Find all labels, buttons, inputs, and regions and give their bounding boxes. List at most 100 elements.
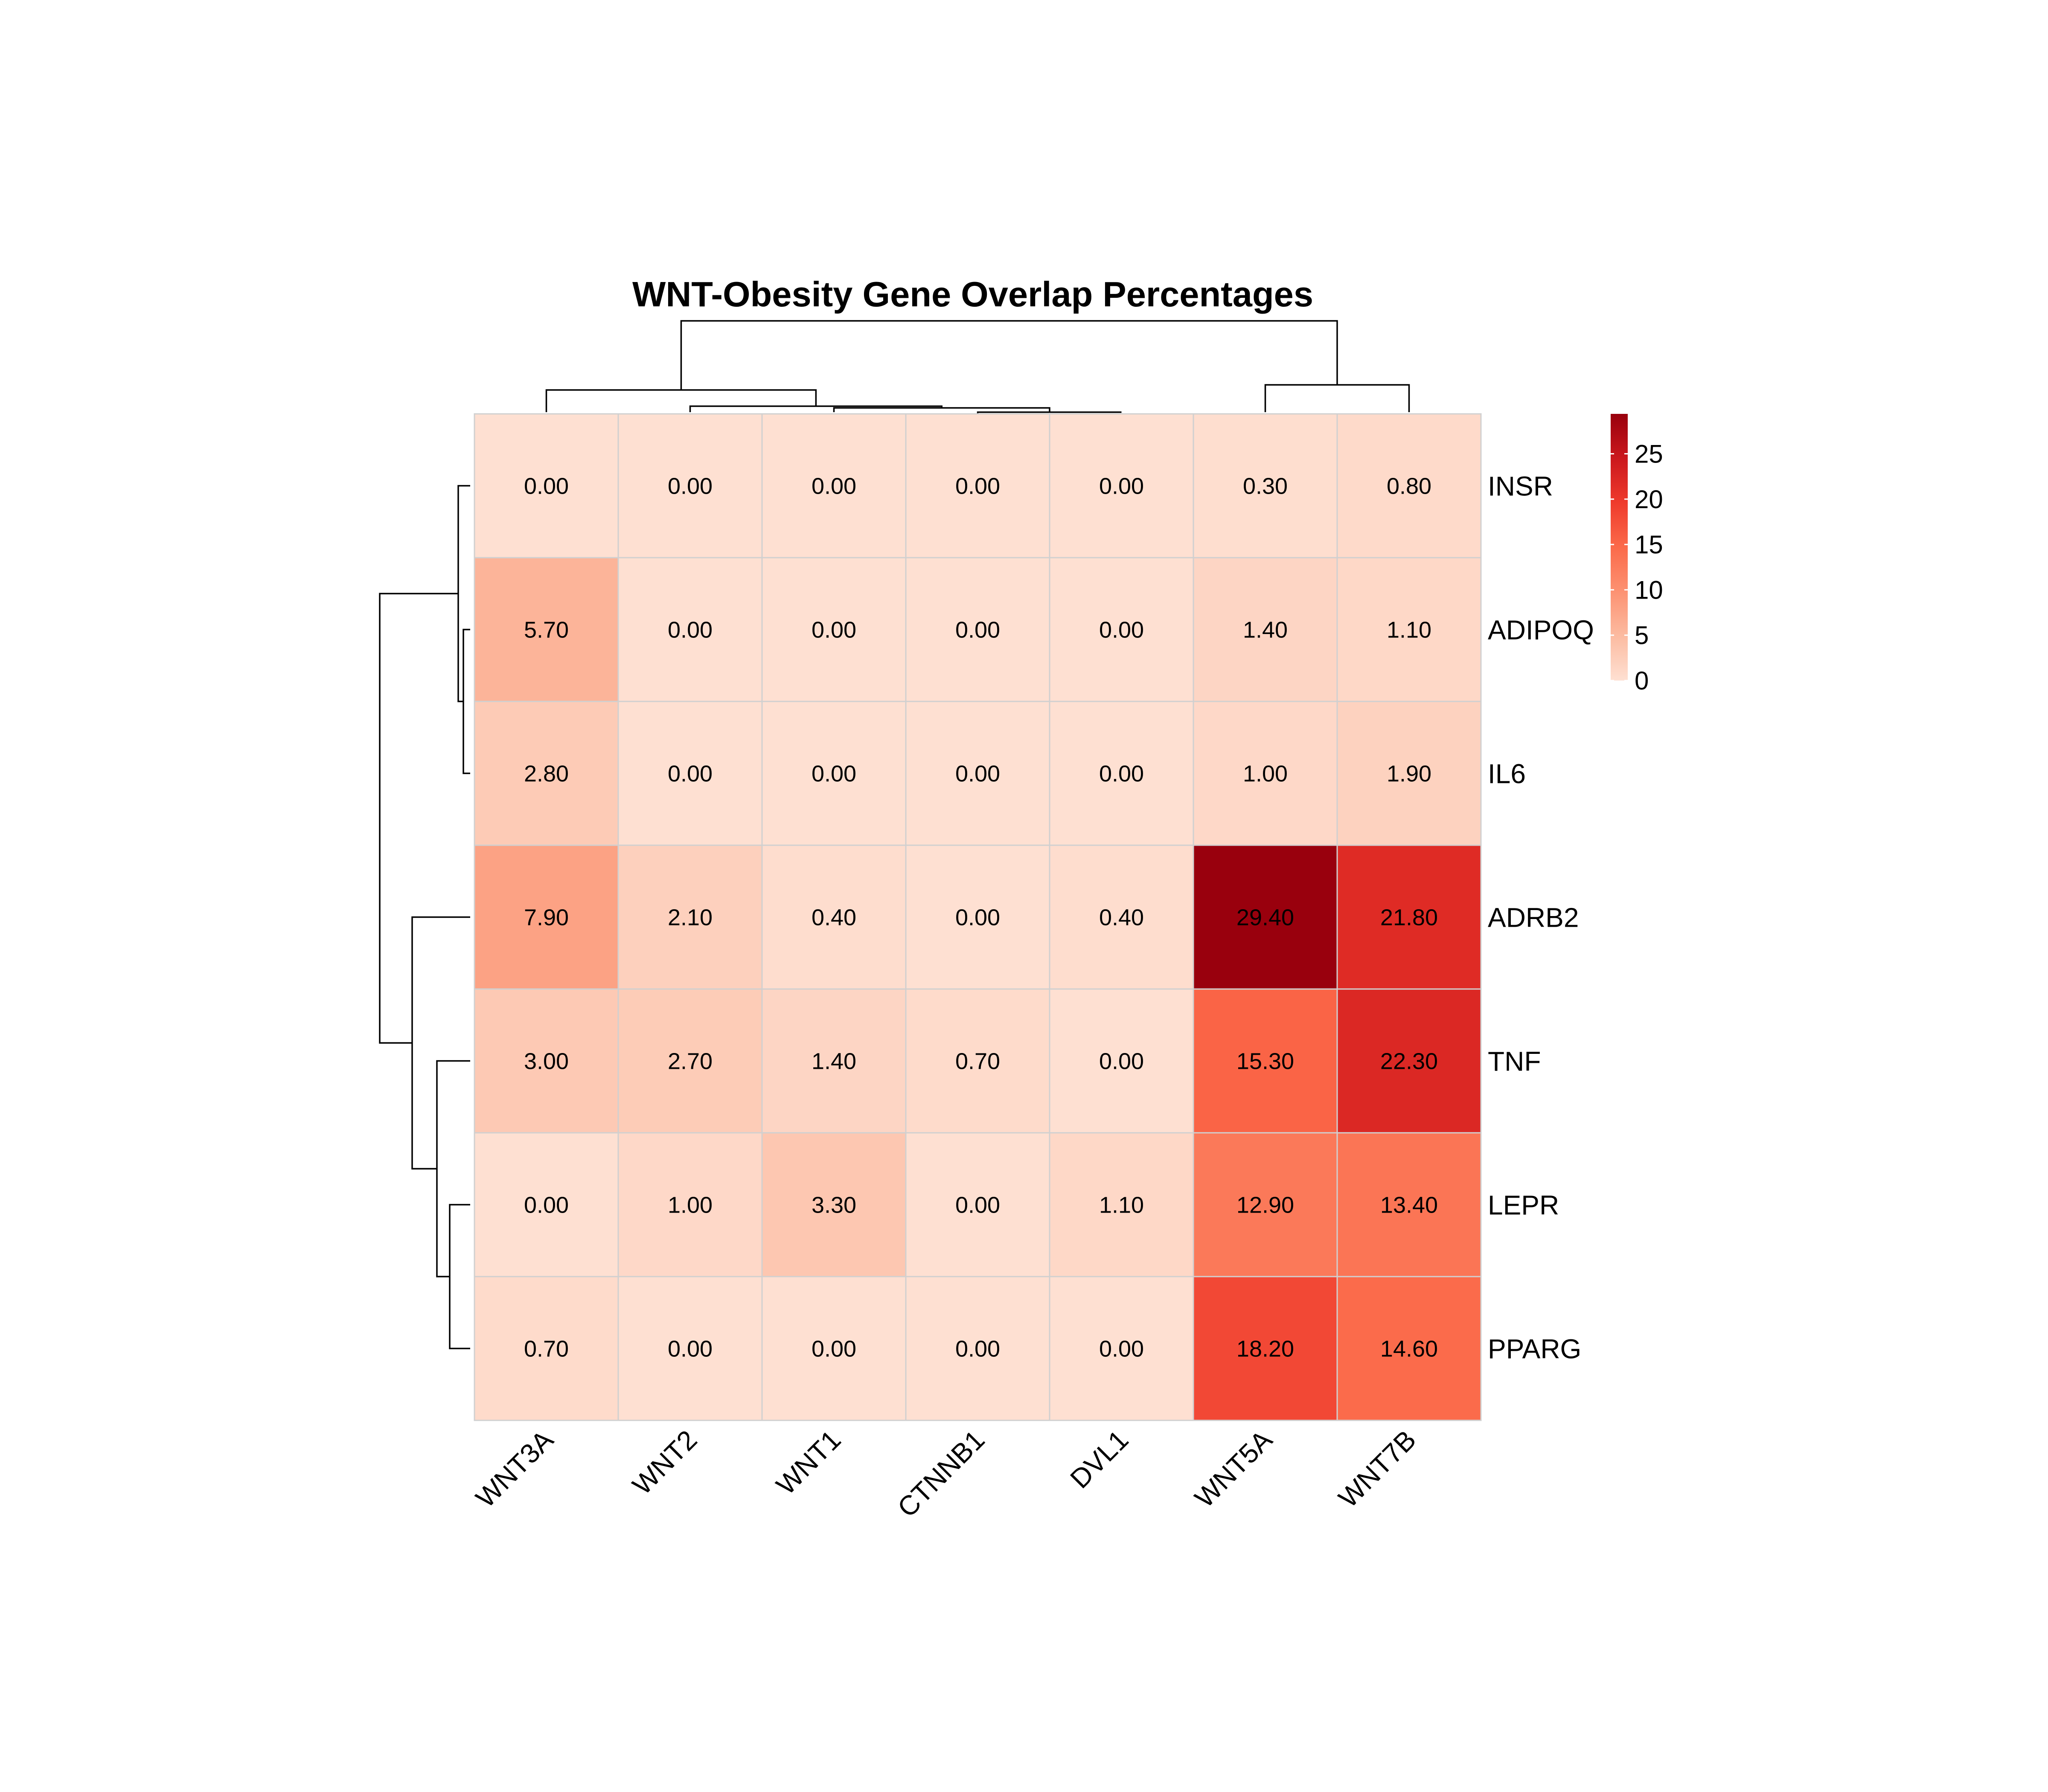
cell-value-label: 29.40 [1236, 905, 1294, 931]
cell-value-label: 3.30 [812, 1193, 856, 1218]
heatmap-cell-adipoq-dvl1 [1049, 557, 1194, 702]
cell-value-label: 1.90 [1387, 761, 1431, 787]
cell-value-label: 0.70 [524, 1336, 569, 1362]
cell-value-label: 0.00 [955, 1193, 1000, 1218]
cell-value-label: 12.90 [1236, 1193, 1294, 1218]
heatmap-cell-adrb2-dvl1 [1049, 844, 1194, 990]
heatmap-cell-lepr-wnt1 [761, 1132, 907, 1277]
cell-value-label: 0.00 [955, 761, 1000, 787]
heatmap-cell-adrb2-wnt5a [1193, 844, 1338, 990]
heatmap-cell-tnf-wnt3a [474, 988, 619, 1134]
cell-value-label: 0.80 [1387, 474, 1431, 499]
cell-value-label: 0.00 [668, 1336, 713, 1362]
heatmap-cell-il6-wnt5a [1193, 701, 1338, 846]
heatmap-cell-pparg-wnt1 [761, 1276, 907, 1421]
cell-value-label: 0.40 [1099, 905, 1144, 931]
cell-value-label: 0.00 [955, 1336, 1000, 1362]
cell-value-label: 5.70 [524, 617, 569, 643]
heatmap-cell-pparg-wnt3a [474, 1276, 619, 1421]
heatmap-cell-pparg-dvl1 [1049, 1276, 1194, 1421]
cell-value-label: 0.00 [1099, 1049, 1144, 1074]
heatmap-cell-adrb2-wnt1 [761, 844, 907, 990]
row-label-pparg: PPARG [1488, 1334, 1581, 1364]
row-label-adipoq: ADIPOQ [1488, 615, 1594, 646]
heatmap-cell-il6-wnt3a [474, 701, 619, 846]
heatmap-cell-il6-ctnnb1 [905, 701, 1050, 846]
cell-value-label: 22.30 [1380, 1049, 1438, 1074]
cell-value-label: 14.60 [1380, 1336, 1438, 1362]
cell-value-label: 0.00 [812, 474, 856, 499]
heatmap-cell-il6-wnt7b [1336, 701, 1482, 846]
color-legend-bar [1611, 414, 1628, 681]
row-label-tnf: TNF [1488, 1046, 1541, 1077]
row-labels: INSR ADIPOQ IL6 ADRB2 TNF LEPR PPARG [1488, 471, 1594, 1364]
cell-value-label: 18.20 [1236, 1336, 1294, 1362]
cell-value-label: 7.90 [524, 905, 569, 931]
heatmap-cell-adipoq-wnt1 [761, 557, 907, 702]
cell-value-label: 2.80 [524, 761, 569, 787]
cell-value-label: 1.10 [1387, 617, 1431, 643]
cell-value-label: 0.00 [668, 474, 713, 499]
heatmap-cell-insr-wnt1 [761, 413, 907, 559]
heatmap-cell-insr-wnt5a [1193, 413, 1338, 559]
heatmap-cell-lepr-wnt5a [1193, 1132, 1338, 1277]
cell-value-label: 0.00 [668, 761, 713, 787]
color-legend: 0 5 10 15 20 25 [1611, 414, 1663, 695]
cell-value-label: 0.00 [812, 1336, 856, 1362]
row-label-il6: IL6 [1488, 759, 1526, 789]
cell-value-label: 0.70 [955, 1049, 1000, 1074]
heatmap-cell-insr-wnt7b [1336, 413, 1482, 559]
cell-value-label: 15.30 [1236, 1049, 1294, 1074]
heatmap-cell-tnf-wnt2 [617, 988, 763, 1134]
heatmap-cell-insr-ctnnb1 [905, 413, 1050, 559]
heatmap-cell-lepr-wnt2 [617, 1132, 763, 1277]
row-label-insr: INSR [1488, 471, 1553, 502]
legend-tick-label: 20 [1635, 485, 1663, 514]
cell-value-label: 0.00 [1099, 474, 1144, 499]
heatmap-cell-il6-wnt1 [761, 701, 907, 846]
cell-value-label: 21.80 [1380, 905, 1438, 931]
cell-value-label: 1.10 [1099, 1193, 1144, 1218]
cell-value-label: 0.40 [812, 905, 856, 931]
heatmap-cell-adipoq-wnt3a [474, 557, 619, 702]
legend-tick-label: 25 [1635, 440, 1663, 468]
legend-tick-label: 5 [1635, 621, 1649, 650]
cell-value-label: 2.70 [668, 1049, 713, 1074]
heatmap-cell-adipoq-wnt7b [1336, 557, 1482, 702]
column-dendrogram-branch [680, 320, 1338, 390]
heatmap-cell-labels: 0.00 0.00 0.00 0.00 0.00 0.30 0.80 5.70 0.00 0.00… [524, 474, 1438, 1362]
heatmap-cell-tnf-ctnnb1 [905, 988, 1050, 1134]
cell-value-label: 0.00 [1099, 761, 1144, 787]
heatmap-cell-adrb2-wnt7b [1336, 844, 1482, 990]
row-dendrogram [379, 485, 470, 1350]
cell-value-label: 1.00 [668, 1193, 713, 1218]
row-label-lepr: LEPR [1488, 1190, 1559, 1221]
heatmap-cell-adrb2-wnt2 [617, 844, 763, 990]
cell-value-label: 2.10 [668, 905, 713, 931]
legend-tick-label: 0 [1635, 666, 1649, 695]
heatmap-cell-pparg-wnt7b [1336, 1276, 1482, 1421]
heatmap-cell-adipoq-wnt2 [617, 557, 763, 702]
cell-value-label: 13.40 [1380, 1193, 1438, 1218]
cell-value-label: 0.00 [1099, 617, 1144, 643]
chart-title: WNT-Obesity Gene Overlap Percentages [632, 274, 1313, 314]
heatmap-cell-adipoq-ctnnb1 [905, 557, 1050, 702]
heatmap-cells [474, 413, 1482, 1421]
cell-value-label: 0.00 [524, 1193, 569, 1218]
heatmap-cell-il6-dvl1 [1049, 701, 1194, 846]
row-label-adrb2: ADRB2 [1488, 902, 1579, 933]
heatmap-cell-insr-wnt3a [474, 413, 619, 559]
cell-value-label: 0.00 [955, 617, 1000, 643]
cell-value-label: 3.00 [524, 1049, 569, 1074]
heatmap-cell-tnf-wnt7b [1336, 988, 1482, 1134]
cell-value-label: 1.00 [1243, 761, 1288, 787]
cell-value-label: 0.00 [524, 474, 569, 499]
legend-tick-label: 15 [1635, 530, 1663, 559]
heatmap-cell-lepr-wnt7b [1336, 1132, 1482, 1277]
cell-value-label: 0.00 [955, 474, 1000, 499]
legend-tick-label: 10 [1635, 576, 1663, 604]
column-dendrogram [545, 320, 1410, 418]
row-dendrogram-branch [379, 593, 458, 1044]
cell-value-label: 1.40 [1243, 617, 1288, 643]
